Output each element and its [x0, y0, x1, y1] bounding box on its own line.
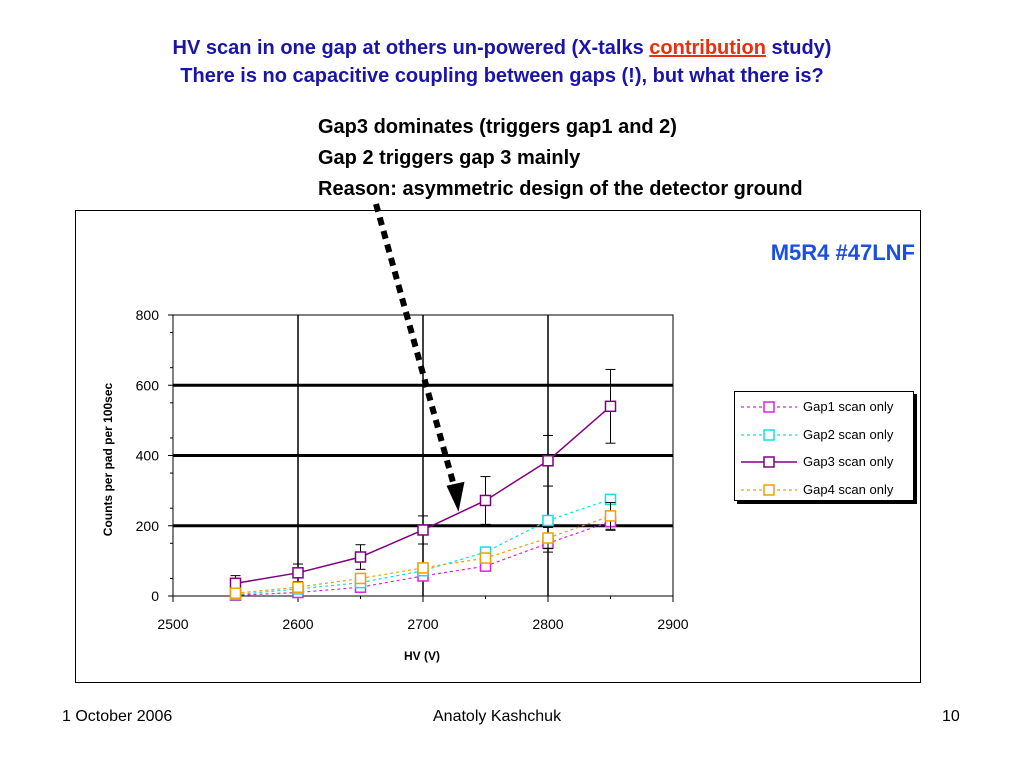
legend-entry: Gap2 scan only — [735, 424, 915, 446]
data-point — [292, 567, 304, 579]
legend-swatch — [741, 483, 797, 496]
data-point — [604, 400, 617, 413]
note-line-1: Gap3 dominates (triggers gap1 and 2) — [318, 116, 677, 138]
y-tick-label: 600 — [136, 377, 160, 393]
footer-date: 1 October 2006 — [62, 708, 173, 725]
legend-label: Gap1 scan only — [803, 399, 894, 414]
legend-entry: Gap1 scan only — [735, 396, 915, 418]
data-point — [229, 587, 242, 599]
legend-swatch — [741, 456, 797, 468]
legend-entry: Gap3 scan only — [735, 451, 915, 473]
data-point — [604, 510, 617, 522]
x-tick-label: 2600 — [282, 616, 313, 632]
x-tick-label: 2900 — [657, 616, 688, 632]
slide-title: HV scan in one gap at others un-powered … — [0, 34, 1004, 90]
y-tick-label: 200 — [136, 518, 160, 534]
title-line-1: HV scan in one gap at others un-powered … — [0, 34, 1004, 62]
data-point — [354, 551, 367, 563]
chart-id-label: M5R4 #47LNF — [770, 240, 915, 265]
x-tick-label: 2800 — [532, 616, 563, 632]
data-point — [417, 562, 429, 574]
series-4 — [229, 502, 617, 599]
data-point — [542, 532, 554, 544]
note-line-2: Gap 2 triggers gap 3 mainly — [318, 147, 581, 169]
legend-label: Gap4 scan only — [803, 481, 894, 497]
data-point — [292, 581, 304, 593]
legend-entry: Gap4 scan only — [735, 479, 915, 501]
y-tick-label: 400 — [136, 448, 160, 464]
x-tick-label: 2500 — [157, 616, 188, 632]
legend-label: Gap3 scan only — [803, 454, 894, 469]
notes-block: Gap3 dominates (triggers gap1 and 2) Gap… — [318, 112, 803, 205]
footer-author: Anatoly Kashchuk — [433, 708, 562, 725]
legend-label: Gap2 scan only — [803, 426, 894, 442]
data-point — [542, 455, 554, 467]
data-point — [479, 494, 492, 507]
title-line-2: There is no capacitive coupling between … — [180, 65, 824, 87]
x-axis-label: HV (V) — [404, 649, 440, 663]
legend-swatch-marker — [763, 456, 775, 468]
title-text-a: HV scan in one gap at others un-powered … — [172, 37, 650, 59]
y-axis-label: Counts per pad per 100sec — [101, 382, 115, 536]
legend-swatch-marker — [763, 401, 775, 413]
annotation-arrow-head — [446, 481, 465, 512]
data-point — [417, 524, 429, 536]
title-highlight-link[interactable]: contribution — [649, 37, 766, 59]
legend-swatch — [741, 428, 797, 441]
y-tick-label: 0 — [151, 588, 159, 604]
annotation-arrow-shaft — [373, 203, 458, 489]
data-point — [542, 514, 554, 527]
title-text-b: study) — [765, 37, 832, 59]
note-line-3: Reason: asymmetric design of the detecto… — [318, 178, 803, 200]
legend-swatch — [741, 401, 797, 413]
y-tick-label: 800 — [136, 307, 160, 323]
series-3 — [229, 368, 617, 592]
data-point — [229, 577, 242, 590]
legend-swatch-marker — [763, 483, 775, 496]
x-tick-label: 2700 — [407, 616, 438, 632]
chart-legend: Gap1 scan only Gap2 scan only Gap3 scan on… — [734, 391, 914, 501]
data-point — [354, 572, 367, 585]
data-point — [479, 552, 492, 564]
footer-page-number: 10 — [942, 708, 960, 725]
legend-swatch-marker — [763, 428, 775, 441]
